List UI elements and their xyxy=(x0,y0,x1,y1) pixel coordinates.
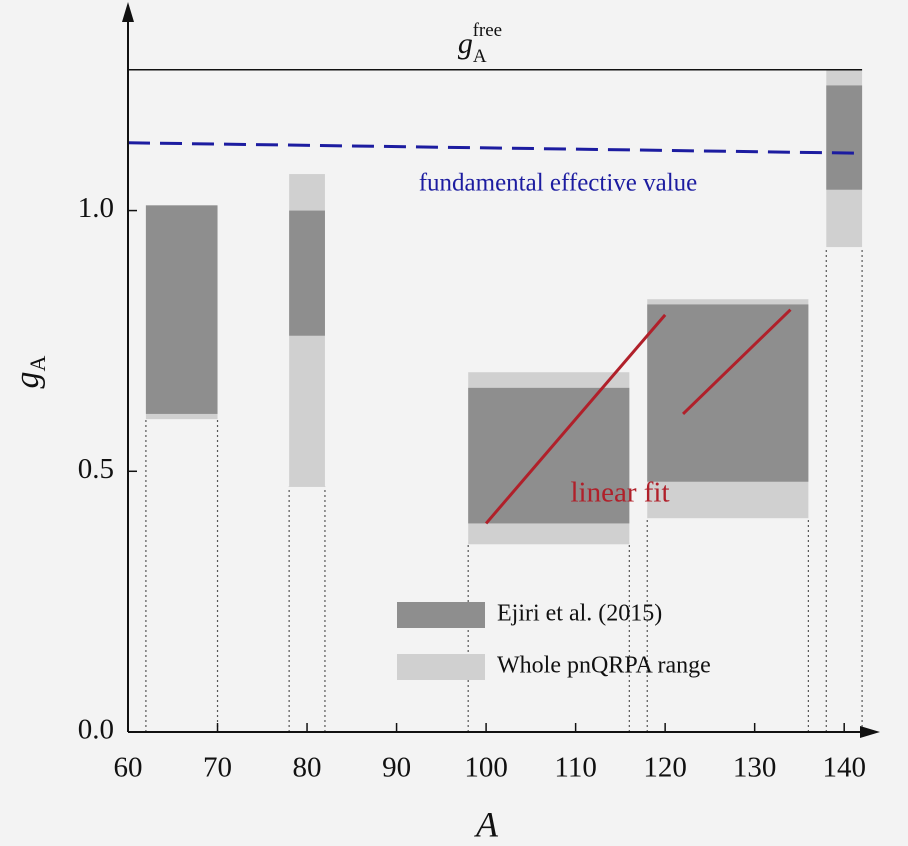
x-tick-label: 130 xyxy=(733,752,777,784)
y-tick-label: 0.5 xyxy=(78,453,114,485)
x-tick-label: 70 xyxy=(203,752,232,784)
x-tick-label: 140 xyxy=(822,752,866,784)
fit-line xyxy=(682,308,792,416)
y-tick-label: 1.0 xyxy=(78,192,114,224)
x-tick-label: 60 xyxy=(114,752,143,784)
x-tick-label: 80 xyxy=(293,752,322,784)
range-box xyxy=(647,304,809,482)
y-axis-label: gA xyxy=(9,355,50,388)
effective-label: fundamental effective value xyxy=(419,170,698,197)
symbol: g xyxy=(9,371,46,388)
fit-line xyxy=(484,313,667,525)
y-arrow xyxy=(122,2,134,22)
superscript: free xyxy=(473,20,503,41)
legend-label: Whole pnQRPA range xyxy=(497,653,711,679)
y-tick-label: 0.0 xyxy=(78,714,114,746)
subscript: A xyxy=(25,355,50,371)
range-box xyxy=(826,85,863,190)
symbol: g xyxy=(458,27,473,60)
x-tick-label: 110 xyxy=(554,752,596,784)
subscript: A xyxy=(473,46,487,67)
legend-label: Ejiri et al. (2015) xyxy=(497,601,662,627)
range-box xyxy=(145,205,218,414)
x-tick-label: 100 xyxy=(464,752,508,784)
effective-line xyxy=(127,141,863,155)
x-tick-label: 120 xyxy=(643,752,687,784)
range-box xyxy=(468,387,630,524)
x-axis-label: A xyxy=(474,804,499,844)
fit-label: linear fit xyxy=(570,477,669,509)
legend-swatch xyxy=(397,654,485,680)
range-box xyxy=(289,210,325,336)
legend-swatch xyxy=(397,602,485,628)
x-arrow xyxy=(860,726,880,738)
x-tick-label: 90 xyxy=(382,752,411,784)
reference-label: gAfree xyxy=(458,20,502,67)
